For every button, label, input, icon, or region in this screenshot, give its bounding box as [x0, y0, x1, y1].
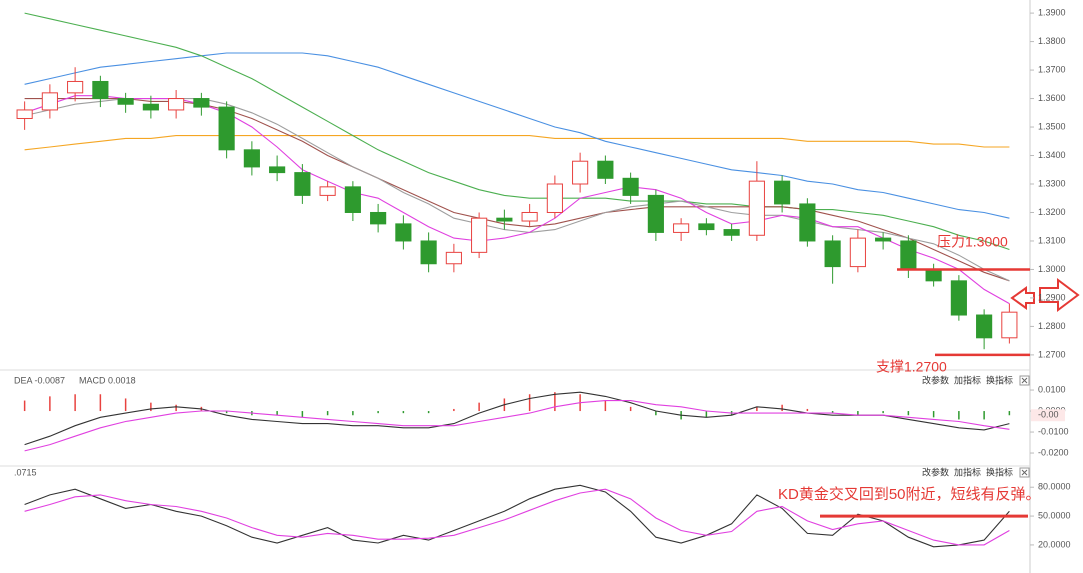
y-tick-label: 1.3800 — [1038, 36, 1066, 46]
moving-average-line — [24, 98, 1010, 282]
candle-body — [521, 211, 538, 222]
current-value-box — [1031, 409, 1065, 422]
legend-label: DEA -0.0087 — [14, 375, 65, 385]
candle-body — [875, 237, 892, 242]
y-tick-label: -0.0100 — [1038, 426, 1069, 436]
toolbar-button[interactable]: 加指标 — [954, 466, 981, 477]
candle-body — [193, 98, 210, 108]
candle-body — [168, 98, 185, 111]
candle-body — [799, 203, 816, 242]
y-tick-label: 1.3700 — [1038, 64, 1066, 74]
y-tick-label: 1.3900 — [1038, 7, 1066, 17]
candle-body — [496, 217, 513, 222]
annotation: KD黄金交叉回到50附近，短线有反弹。 — [778, 485, 1041, 503]
candle-body — [142, 103, 159, 111]
candle-body — [471, 217, 488, 253]
candle-body — [319, 186, 336, 196]
y-tick-label: 1.3500 — [1038, 121, 1066, 131]
y-tick-label: 1.3100 — [1038, 235, 1066, 245]
candle-body — [269, 166, 286, 174]
candle-body — [572, 160, 589, 185]
y-tick-label: 1.3400 — [1038, 150, 1066, 160]
y-tick-label: 50.0000 — [1038, 510, 1071, 520]
candle-body — [218, 106, 235, 151]
candle-body — [723, 229, 740, 236]
candle-body — [647, 194, 664, 233]
candle-body — [597, 160, 614, 179]
y-tick-label: 1.2700 — [1038, 349, 1066, 359]
y-tick-label: 1.3000 — [1038, 264, 1066, 274]
candle-body — [900, 240, 917, 270]
candle-body — [370, 211, 387, 225]
toolbar-button[interactable]: 换指标 — [986, 374, 1013, 385]
close-button[interactable] — [1019, 467, 1030, 478]
legend-label: .0715 — [14, 467, 37, 477]
macd-line — [24, 400, 1010, 452]
candle-body — [16, 109, 33, 119]
moving-average-line — [24, 12, 1010, 251]
candle-body — [445, 251, 462, 265]
annotation: 压力1.3000 — [937, 234, 1008, 250]
y-tick-label: 1.3300 — [1038, 178, 1066, 188]
candle-body — [748, 180, 765, 236]
candle-body — [774, 180, 791, 205]
y-tick-label: 0.0100 — [1038, 384, 1066, 394]
y-tick-label: -0.0200 — [1038, 447, 1069, 457]
close-button[interactable] — [1019, 375, 1030, 386]
toolbar-button[interactable]: 加指标 — [954, 374, 981, 385]
current-value-label: -0.00 — [1038, 410, 1059, 420]
candle-body — [546, 183, 563, 213]
toolbar-button[interactable]: 改参数 — [922, 466, 949, 477]
moving-average-line — [24, 135, 1010, 151]
macd-line — [24, 391, 1010, 446]
moving-average-line — [24, 95, 1010, 305]
candle-body — [824, 240, 841, 268]
candle-body — [925, 268, 942, 282]
candle-body — [67, 80, 84, 94]
candle-body — [1001, 311, 1018, 339]
y-tick-label: 1.2900 — [1038, 292, 1066, 302]
candle-body — [420, 240, 437, 265]
close-box[interactable] — [1019, 467, 1030, 478]
candle-body — [92, 80, 109, 100]
candle-body — [849, 237, 866, 268]
candle-body — [294, 172, 311, 196]
candle-body — [243, 149, 260, 168]
kd-line — [24, 488, 1010, 546]
legend-label: MACD 0.0018 — [79, 375, 136, 385]
candle-body — [950, 280, 967, 316]
candle-body — [622, 177, 639, 196]
candle-body — [976, 314, 993, 339]
candle-body — [344, 186, 361, 213]
moving-average-line — [24, 98, 1010, 282]
close-box[interactable] — [1019, 375, 1030, 386]
candle-body — [117, 98, 134, 105]
kd-line — [24, 484, 1010, 548]
y-tick-label: 20.0000 — [1038, 539, 1071, 549]
annotation: 支撑1.2700 — [876, 359, 947, 375]
candle-body — [41, 92, 58, 111]
candle-body — [395, 223, 412, 242]
candle-body — [698, 223, 715, 231]
close-icon[interactable] — [1021, 469, 1028, 476]
y-tick-label: 1.3200 — [1038, 207, 1066, 217]
toolbar-button[interactable]: 改参数 — [922, 374, 949, 385]
y-tick-label: 1.2800 — [1038, 321, 1066, 331]
close-icon[interactable] — [1021, 377, 1028, 384]
arrow-icon — [1039, 278, 1080, 312]
y-tick-label: 80.0000 — [1038, 482, 1071, 492]
candle-body — [673, 223, 690, 233]
y-tick-label: 1.3600 — [1038, 93, 1066, 103]
moving-average-line — [24, 52, 1010, 219]
toolbar-button[interactable]: 换指标 — [986, 466, 1013, 477]
